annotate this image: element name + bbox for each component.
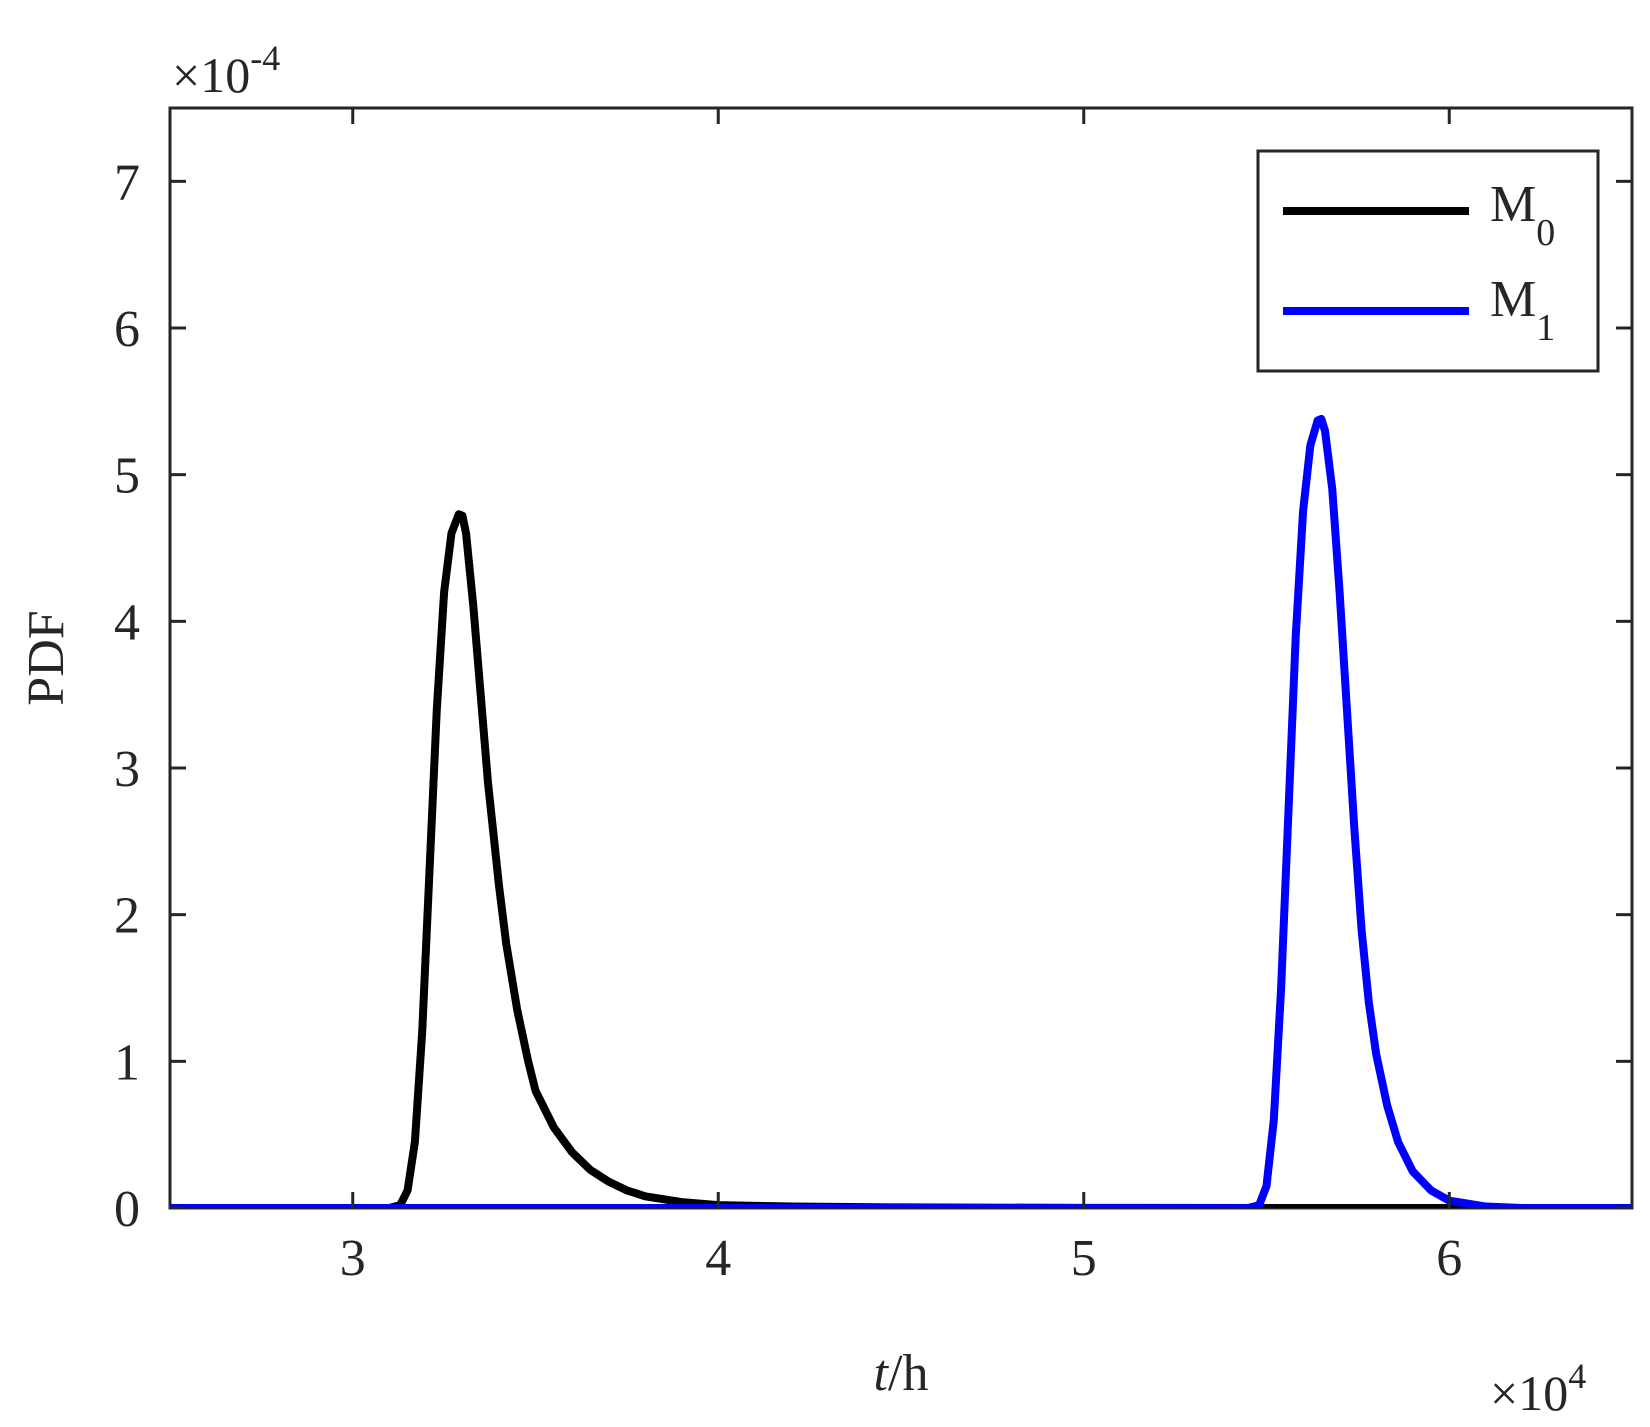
- x-axis-label: t/h: [874, 1345, 929, 1402]
- y-tick-label: 1: [114, 1034, 140, 1091]
- series-line-m1: [170, 414, 1632, 1208]
- y-axis-label: PDF: [18, 610, 75, 705]
- y-multiplier-exponent: -4: [250, 38, 280, 78]
- x-tick-label: 4: [705, 1230, 731, 1287]
- series-layer: [170, 414, 1632, 1208]
- x-axis-multiplier: ×104: [1490, 1356, 1586, 1421]
- y-tick-label: 5: [114, 448, 140, 505]
- y-axis-multiplier: ×10-4: [172, 38, 280, 103]
- y-tick-label: 4: [114, 594, 140, 651]
- x-tick-label: 5: [1071, 1230, 1097, 1287]
- y-tick-label: 7: [114, 154, 140, 211]
- x-multiplier-exponent: 4: [1568, 1356, 1586, 1396]
- y-tick-labels: 0 1 2 3 4 5 6 7: [114, 154, 140, 1238]
- y-tick-label: 0: [114, 1181, 140, 1238]
- tick-marks: [170, 108, 1632, 1210]
- x-tick-label: 6: [1436, 1230, 1462, 1287]
- y-tick-label: 6: [114, 301, 140, 358]
- legend-label-m0: M0: [1490, 176, 1555, 254]
- legend: M0 M1: [1256, 149, 1600, 373]
- legend-label-m1: M1: [1490, 271, 1555, 349]
- x-tick-labels: 3 4 5 6: [340, 1230, 1463, 1287]
- y-tick-label: 3: [114, 741, 140, 798]
- legend-box: [1256, 149, 1600, 373]
- x-tick-label: 3: [340, 1230, 366, 1287]
- y-tick-label: 2: [114, 888, 140, 945]
